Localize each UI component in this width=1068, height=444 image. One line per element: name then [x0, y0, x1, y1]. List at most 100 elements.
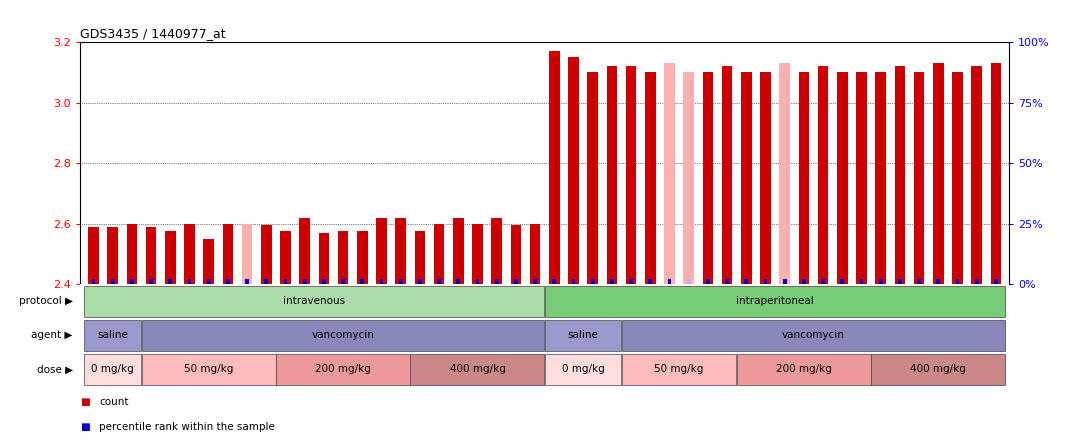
Bar	[533, 279, 537, 284]
FancyBboxPatch shape	[622, 353, 737, 385]
Text: percentile rank within the sample: percentile rank within the sample	[99, 422, 276, 432]
Bar	[222, 224, 233, 284]
FancyBboxPatch shape	[410, 353, 545, 385]
Bar	[549, 51, 560, 284]
Text: 0 mg/kg: 0 mg/kg	[92, 364, 135, 374]
Bar	[299, 218, 310, 284]
FancyBboxPatch shape	[871, 353, 1005, 385]
Bar	[456, 279, 460, 284]
Bar	[722, 67, 733, 284]
Bar	[185, 224, 194, 284]
Bar	[610, 279, 614, 284]
Bar	[687, 279, 691, 284]
Text: intraperitoneal: intraperitoneal	[736, 296, 814, 306]
Bar	[166, 231, 175, 284]
Bar	[937, 279, 940, 284]
Bar	[664, 63, 675, 284]
Bar	[706, 279, 710, 284]
Bar	[818, 67, 829, 284]
Bar	[648, 279, 653, 284]
Text: 400 mg/kg: 400 mg/kg	[910, 364, 967, 374]
FancyBboxPatch shape	[622, 320, 1005, 351]
Bar	[337, 231, 348, 284]
Bar	[203, 239, 214, 284]
Text: 0 mg/kg: 0 mg/kg	[562, 364, 604, 374]
Text: count: count	[99, 397, 129, 408]
FancyBboxPatch shape	[84, 285, 545, 317]
Bar	[111, 279, 114, 284]
FancyBboxPatch shape	[84, 320, 141, 351]
FancyBboxPatch shape	[545, 353, 622, 385]
Bar	[226, 279, 230, 284]
Bar	[280, 231, 290, 284]
Bar	[437, 279, 441, 284]
Bar	[587, 72, 598, 284]
Bar	[434, 224, 444, 284]
Bar	[341, 279, 345, 284]
Bar	[395, 218, 406, 284]
Bar	[860, 279, 863, 284]
Text: protocol ▶: protocol ▶	[18, 296, 73, 306]
Bar	[764, 279, 768, 284]
Bar	[108, 227, 119, 284]
Bar	[241, 224, 252, 284]
Bar	[953, 72, 962, 284]
Bar	[265, 279, 268, 284]
Bar	[261, 225, 271, 284]
Bar	[188, 279, 191, 284]
Bar	[783, 279, 786, 284]
Bar	[530, 224, 540, 284]
Text: vancomycin: vancomycin	[782, 330, 845, 340]
Bar	[799, 72, 810, 284]
Bar	[645, 72, 656, 284]
Bar	[491, 218, 502, 284]
Bar	[971, 67, 981, 284]
FancyBboxPatch shape	[142, 320, 545, 351]
Bar	[494, 279, 499, 284]
Bar	[475, 279, 480, 284]
Text: 400 mg/kg: 400 mg/kg	[450, 364, 505, 374]
Bar	[879, 279, 882, 284]
Bar	[418, 279, 422, 284]
Bar	[303, 279, 307, 284]
Bar	[379, 279, 383, 284]
Text: GDS3435 / 1440977_at: GDS3435 / 1440977_at	[80, 27, 225, 40]
Bar	[360, 279, 364, 284]
Bar	[357, 231, 367, 284]
Bar	[760, 72, 771, 284]
Bar	[514, 279, 518, 284]
Bar	[414, 231, 425, 284]
Bar	[668, 279, 672, 284]
Bar	[472, 224, 483, 284]
Bar	[284, 279, 287, 284]
Bar	[684, 72, 694, 284]
Bar	[956, 279, 959, 284]
Text: ■: ■	[80, 422, 90, 432]
Bar	[990, 63, 1001, 284]
Text: intravenous: intravenous	[283, 296, 345, 306]
Bar	[876, 72, 886, 284]
Bar	[130, 279, 134, 284]
Bar	[169, 279, 172, 284]
Bar	[321, 279, 326, 284]
Bar	[92, 279, 95, 284]
Bar	[207, 279, 210, 284]
Bar	[607, 67, 617, 284]
Bar	[376, 218, 387, 284]
Bar	[591, 279, 595, 284]
FancyBboxPatch shape	[142, 353, 276, 385]
Bar	[917, 279, 921, 284]
Bar	[552, 279, 556, 284]
Bar	[744, 279, 749, 284]
Bar	[975, 279, 978, 284]
Bar	[821, 279, 824, 284]
Bar	[857, 72, 867, 284]
FancyBboxPatch shape	[277, 353, 410, 385]
Bar	[150, 279, 153, 284]
Bar	[802, 279, 805, 284]
Bar	[741, 72, 752, 284]
Text: saline: saline	[567, 330, 598, 340]
Bar	[571, 279, 576, 284]
Bar	[898, 279, 901, 284]
Bar	[146, 227, 156, 284]
